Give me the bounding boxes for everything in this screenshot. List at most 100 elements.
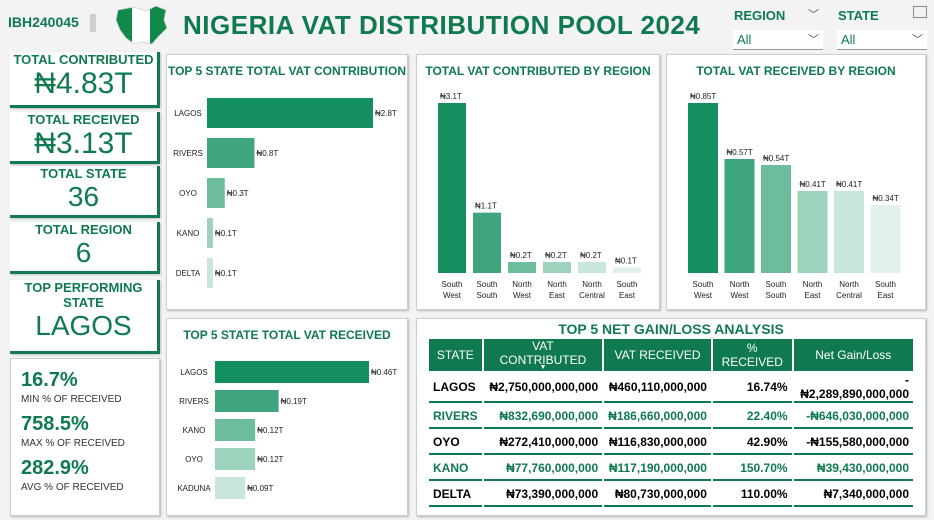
stat-value: 282.9%: [21, 457, 89, 479]
chart-title: TOTAL VAT CONTRIBUTED BY REGION: [425, 64, 651, 78]
data-label: ₦0.3T: [227, 189, 249, 198]
table-cell: -₦2,289,890,000,000: [793, 373, 913, 403]
category-label: OYO: [179, 189, 197, 198]
category-label: KADUNA: [177, 484, 211, 493]
column-header[interactable]: VAT CONTRIBUTED ▼: [483, 339, 603, 371]
bar[interactable]: [797, 191, 828, 273]
region-filter-label: REGION: [734, 8, 786, 23]
bar[interactable]: [473, 212, 501, 273]
table-cell: ₦117,190,000,000: [604, 457, 711, 481]
category-label: LAGOS: [174, 109, 202, 118]
bar[interactable]: [215, 390, 279, 412]
bar[interactable]: [578, 262, 606, 273]
category-label: North: [730, 280, 750, 289]
category-label: Central: [836, 291, 862, 300]
top-state-card: TOP PERFORMING STATE LAGOS: [10, 280, 160, 354]
category-label: East: [549, 291, 566, 300]
column-header[interactable]: STATE: [429, 339, 482, 371]
table-row[interactable]: DELTA ₦73,390,000,000 ₦80,730,000,000 110.0…: [429, 483, 913, 507]
stat-label: MAX % OF RECEIVED: [21, 438, 125, 449]
table-row[interactable]: LAGOS ₦2,750,000,000,000 ₦460,110,000,000 1…: [429, 373, 913, 403]
category-label: LAGOS: [180, 368, 208, 377]
bar[interactable]: [870, 205, 901, 273]
bar[interactable]: [207, 98, 373, 128]
total-received-card: TOTAL RECEIVED ₦3.13T: [10, 112, 160, 164]
nigeria-map-icon: [112, 4, 170, 46]
bar[interactable]: [508, 262, 536, 273]
bar[interactable]: [761, 165, 791, 273]
bar[interactable]: [834, 191, 864, 273]
category-label: RIVERS: [179, 397, 209, 406]
bar[interactable]: [215, 419, 256, 441]
chevron-down-icon[interactable]: ﹀: [808, 9, 819, 21]
chevron-down-icon: ﹀: [808, 34, 819, 46]
data-label: ₦0.41T: [800, 180, 826, 189]
received-stats-panel: 16.7% MIN % OF RECEIVED 758.5% MAX % OF …: [10, 358, 160, 516]
chart-title: TOP 5 STATE TOTAL VAT RECEIVED: [183, 328, 391, 342]
bar[interactable]: [613, 267, 641, 273]
top5-contribution-svg: LAGOS ₦2.8T RIVERS ₦0.8T OYO ₦0.3T KANO ₦0.1T DE…: [173, 98, 397, 288]
bar[interactable]: [207, 138, 255, 168]
total-state-card: TOTAL STATE 36: [10, 166, 160, 218]
data-label: ₦0.12T: [257, 426, 283, 435]
data-label: ₦0.2T: [545, 251, 567, 260]
bar[interactable]: [215, 477, 246, 499]
chevron-down-icon: ﹀: [912, 34, 923, 46]
table-row[interactable]: KANO ₦77,760,000,000 ₦117,190,000,000 150.7…: [429, 457, 913, 481]
table-cell: ₦186,660,000,000: [604, 405, 711, 429]
total-region-card: TOTAL REGION 6: [10, 222, 160, 274]
table-cell: ₦77,760,000,000: [483, 457, 603, 481]
bar[interactable]: [215, 448, 256, 470]
table-cell: ₦80,730,000,000: [604, 483, 711, 507]
table-cell: ₦39,430,000,000: [793, 457, 913, 481]
bar[interactable]: [215, 361, 369, 383]
region-filter-dropdown[interactable]: All ﹀: [733, 30, 823, 50]
table-cell: ₦832,690,000,000: [483, 405, 603, 429]
table-cell: -₦155,580,000,000: [793, 431, 913, 455]
table-cell: ₦73,390,000,000: [483, 483, 603, 507]
sort-descending-icon: ▼: [539, 364, 547, 371]
top-state-value: LAGOS: [35, 310, 132, 341]
bar[interactable]: [207, 258, 213, 288]
table-cell: RIVERS: [429, 405, 482, 429]
category-label: KANO: [183, 426, 206, 435]
data-label: ₦0.19T: [281, 397, 307, 406]
data-label: ₦0.54T: [763, 154, 789, 163]
data-label: ₦0.1T: [215, 269, 237, 278]
column-header[interactable]: Net Gain/Loss: [793, 339, 913, 371]
column-header[interactable]: VAT RECEIVED: [604, 339, 711, 371]
state-filter-dropdown[interactable]: All ﹀: [837, 30, 927, 50]
category-label: North: [582, 280, 602, 289]
data-label: ₦0.12T: [257, 455, 283, 464]
bar[interactable]: [724, 159, 755, 273]
bar[interactable]: [688, 103, 718, 273]
table-cell: KANO: [429, 457, 482, 481]
chart-title: TOP 5 STATE TOTAL VAT CONTRIBUTION: [167, 64, 406, 78]
net-gain-loss-table: STATE VAT CONTRIBUTED ▼ VAT RECEIVED% RECEI…: [427, 337, 915, 509]
category-label: South: [875, 280, 896, 289]
data-label: ₦0.09T: [247, 484, 273, 493]
table-cell: ₦460,110,000,000: [604, 373, 711, 403]
top5-received-svg: LAGOS ₦0.46T RIVERS ₦0.19T KANO ₦0.12T OYO ₦0.1…: [177, 361, 397, 499]
bar[interactable]: [438, 103, 466, 273]
data-label: ₦0.2T: [580, 251, 602, 260]
bar[interactable]: [207, 178, 225, 208]
bar[interactable]: [543, 262, 571, 273]
clear-filter-icon[interactable]: [913, 6, 927, 18]
category-label: South: [477, 280, 498, 289]
bar[interactable]: [207, 218, 213, 248]
data-label: ₦0.1T: [215, 229, 237, 238]
total-contributed-label: TOTAL CONTRIBUTED: [13, 52, 154, 67]
category-label: West: [694, 291, 713, 300]
data-label: ₦0.8T: [256, 149, 278, 158]
column-header[interactable]: % RECEIVED: [712, 339, 792, 371]
table-header-row: STATE VAT CONTRIBUTED ▼ VAT RECEIVED% RECEI…: [429, 339, 913, 371]
data-label: ₦0.85T: [690, 92, 716, 101]
table-row[interactable]: RIVERS ₦832,690,000,000 ₦186,660,000,000 22…: [429, 405, 913, 429]
category-label: DELTA: [176, 269, 201, 278]
category-label: OYO: [185, 455, 203, 464]
table-cell: DELTA: [429, 483, 482, 507]
table-title: TOP 5 NET GAIN/LOSS ANALYSIS: [558, 321, 784, 337]
stat-value: 16.7%: [21, 369, 78, 391]
table-row[interactable]: OYO ₦272,410,000,000 ₦116,830,000,000 42.90…: [429, 431, 913, 455]
